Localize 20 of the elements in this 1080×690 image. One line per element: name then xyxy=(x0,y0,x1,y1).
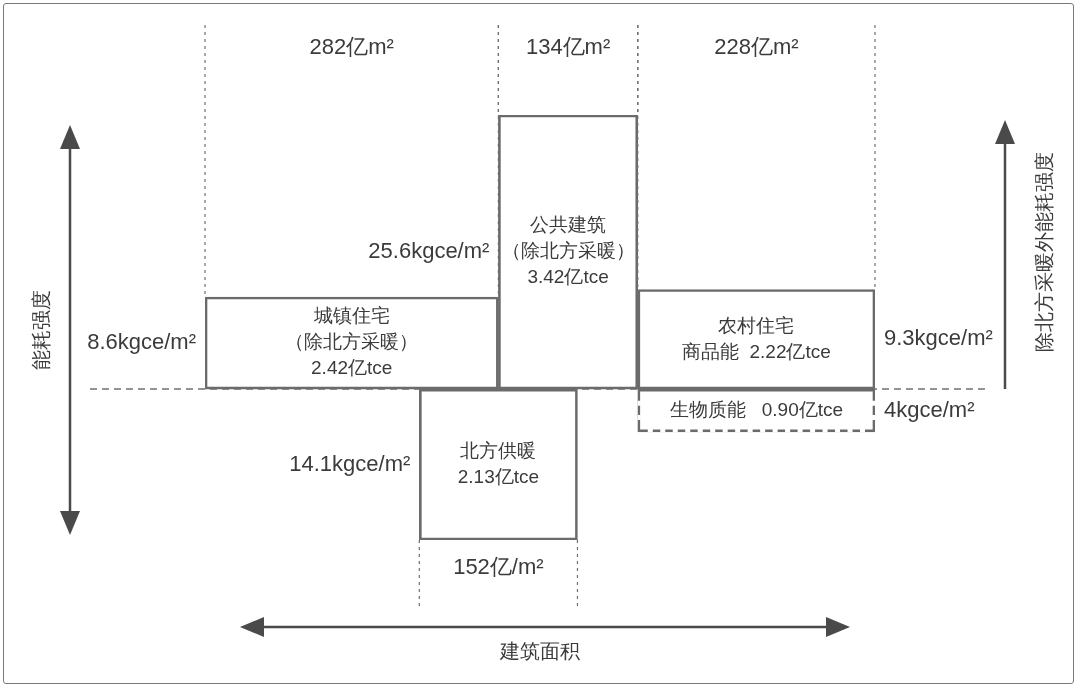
data-label: 8.6kgce/m² xyxy=(87,329,196,355)
data-label: 228亿m² xyxy=(714,34,799,60)
data-label: 商品能 2.22亿tce xyxy=(681,340,831,362)
data-label: 2.13亿tce xyxy=(457,465,540,487)
data-label: 282亿m² xyxy=(309,34,394,60)
data-label: 134亿m² xyxy=(525,34,611,60)
text: 能耗强度 xyxy=(29,289,52,370)
category-label: 农村住宅 xyxy=(718,314,795,336)
data-label: 2.42亿tce xyxy=(311,357,393,379)
data-label: 3.42亿tce xyxy=(527,266,609,288)
data-label: 9.3kgce/m² xyxy=(884,325,993,351)
data-label: 25.6kgce/m² xyxy=(368,238,490,264)
text: 除北方采暖外能耗强度 xyxy=(1032,152,1055,353)
category-label: 城镇住宅（除北方采暖） xyxy=(285,305,419,353)
category-label: 公共建筑（除北方采暖） xyxy=(501,214,635,262)
data-label: 152亿/m² xyxy=(453,554,544,580)
data-label: 4kgce/m² xyxy=(884,396,975,422)
text: 建筑面积 xyxy=(499,639,580,662)
category-label: 北方供暖 xyxy=(460,439,537,461)
data-label: 14.1kgce/m² xyxy=(289,450,411,476)
